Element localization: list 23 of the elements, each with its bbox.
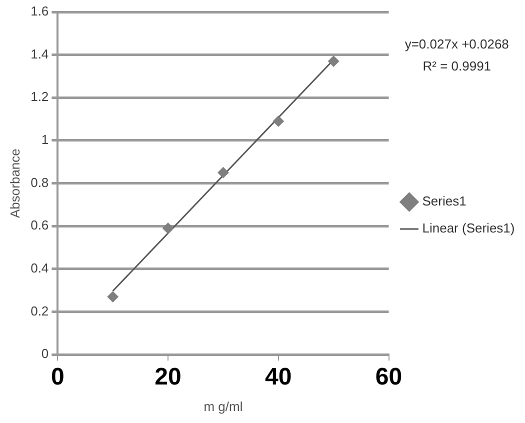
y-tick-label: 0.6 [30, 218, 49, 233]
x-tick-label: 60 [375, 364, 402, 391]
x-axis-title: m g/ml [204, 398, 243, 414]
text: y=0.027x +0.0268 [404, 36, 509, 52]
legend-label: Series1 [422, 194, 466, 209]
text: R² = 0.9991 [422, 58, 492, 74]
legend-label: Linear (Series1) [422, 220, 515, 236]
point [328, 56, 340, 67]
point [107, 291, 118, 302]
y-tick-label: 1.4 [30, 46, 49, 62]
point [162, 222, 174, 234]
point [272, 116, 284, 127]
y-axis-title: Absorbance [7, 148, 22, 218]
x-tick-label: 20 [154, 364, 182, 391]
y-tick-label: 0 [41, 346, 49, 362]
x-tick-label: 40 [265, 364, 292, 391]
point [218, 167, 229, 178]
y-tick-label: 1 [41, 132, 49, 148]
y-tick-label: 1.2 [30, 89, 49, 104]
y-tick-label: 0.2 [30, 303, 49, 318]
y-tick-label: 0.8 [30, 174, 49, 190]
y-tick-label: 1.6 [30, 4, 49, 19]
y-tick-label: 0.4 [30, 260, 49, 276]
